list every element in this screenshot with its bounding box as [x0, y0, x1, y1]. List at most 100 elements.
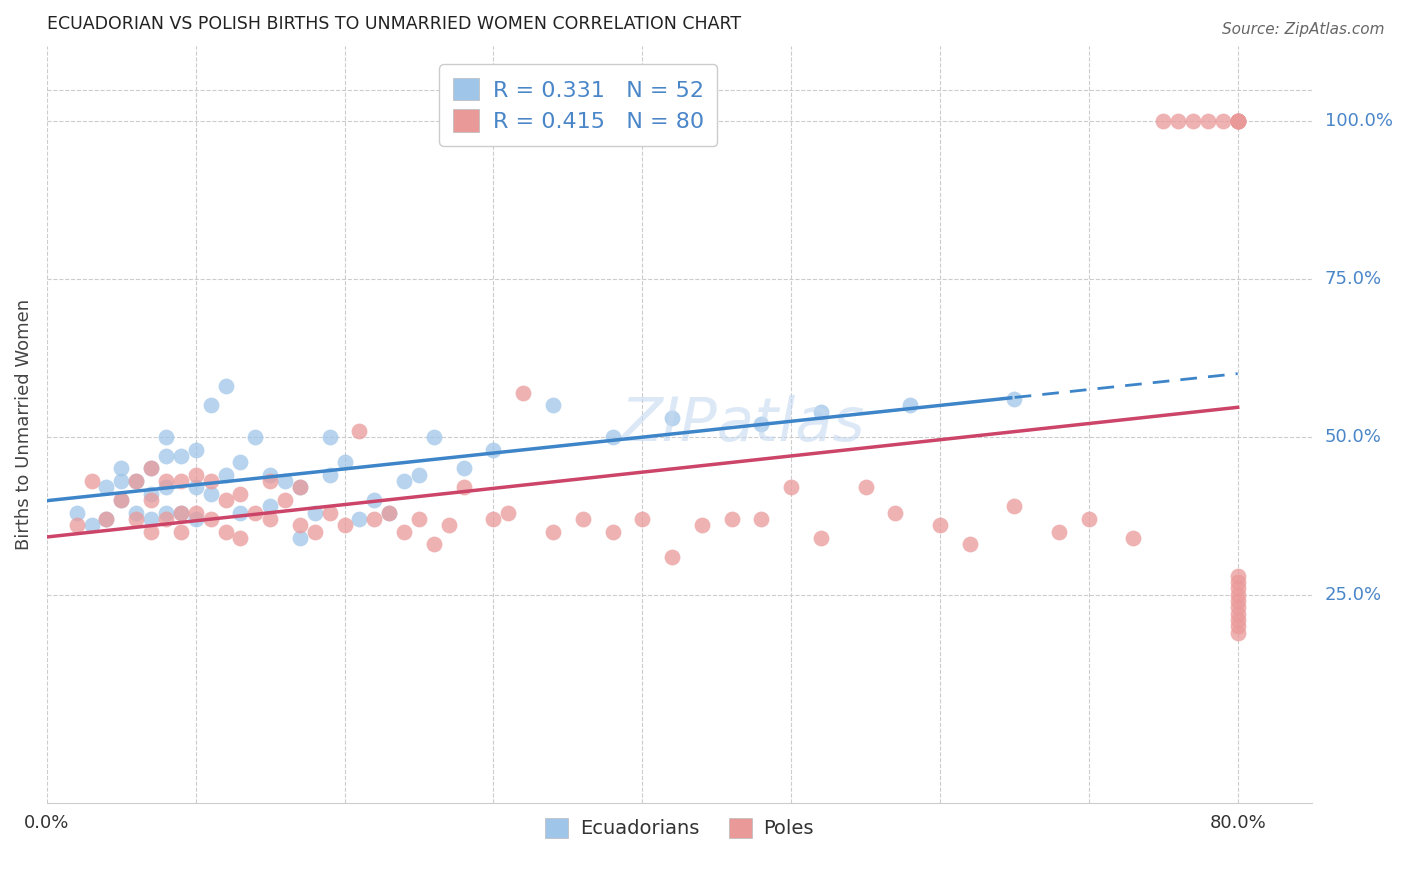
- Point: [229, 531, 252, 545]
- Point: [245, 506, 267, 520]
- Point: [333, 455, 356, 469]
- Point: [363, 512, 385, 526]
- Point: [884, 506, 907, 520]
- Point: [1226, 613, 1249, 627]
- Legend: Ecuadorians, Poles: Ecuadorians, Poles: [537, 810, 821, 847]
- Point: [155, 449, 177, 463]
- Point: [139, 461, 162, 475]
- Point: [304, 524, 326, 539]
- Point: [1226, 575, 1249, 590]
- Point: [602, 430, 624, 444]
- Point: [1226, 582, 1249, 596]
- Point: [139, 512, 162, 526]
- Text: Source: ZipAtlas.com: Source: ZipAtlas.com: [1222, 22, 1385, 37]
- Point: [170, 506, 193, 520]
- Point: [1226, 568, 1249, 582]
- Point: [1226, 114, 1249, 128]
- Point: [1212, 114, 1234, 128]
- Point: [363, 493, 385, 508]
- Point: [200, 487, 222, 501]
- Point: [1226, 600, 1249, 615]
- Point: [288, 531, 311, 545]
- Point: [1226, 619, 1249, 633]
- Point: [1226, 625, 1249, 640]
- Point: [1226, 588, 1249, 602]
- Point: [720, 512, 742, 526]
- Text: ZIPatlas: ZIPatlas: [620, 395, 865, 454]
- Point: [498, 506, 520, 520]
- Point: [139, 493, 162, 508]
- Point: [288, 518, 311, 533]
- Point: [200, 512, 222, 526]
- Point: [349, 512, 371, 526]
- Point: [751, 512, 773, 526]
- Point: [855, 480, 877, 494]
- Point: [541, 398, 564, 412]
- Point: [437, 518, 460, 533]
- Point: [541, 524, 564, 539]
- Text: 25.0%: 25.0%: [1324, 586, 1382, 604]
- Text: 75.0%: 75.0%: [1324, 270, 1382, 288]
- Text: ECUADORIAN VS POLISH BIRTHS TO UNMARRIED WOMEN CORRELATION CHART: ECUADORIAN VS POLISH BIRTHS TO UNMARRIED…: [46, 15, 741, 33]
- Point: [898, 398, 921, 412]
- Point: [170, 474, 193, 488]
- Point: [66, 518, 89, 533]
- Point: [1047, 524, 1070, 539]
- Point: [602, 524, 624, 539]
- Point: [318, 430, 340, 444]
- Point: [96, 512, 118, 526]
- Point: [139, 461, 162, 475]
- Point: [259, 467, 281, 482]
- Point: [1152, 114, 1174, 128]
- Point: [333, 518, 356, 533]
- Point: [155, 480, 177, 494]
- Point: [408, 512, 430, 526]
- Point: [229, 455, 252, 469]
- Point: [1002, 392, 1025, 406]
- Point: [408, 467, 430, 482]
- Point: [929, 518, 952, 533]
- Point: [423, 430, 446, 444]
- Point: [690, 518, 713, 533]
- Point: [184, 480, 207, 494]
- Point: [200, 398, 222, 412]
- Point: [1226, 114, 1249, 128]
- Point: [155, 512, 177, 526]
- Point: [571, 512, 593, 526]
- Point: [155, 430, 177, 444]
- Point: [1226, 607, 1249, 621]
- Point: [274, 474, 297, 488]
- Point: [110, 461, 132, 475]
- Point: [392, 524, 415, 539]
- Point: [96, 480, 118, 494]
- Point: [110, 493, 132, 508]
- Point: [304, 506, 326, 520]
- Point: [125, 512, 148, 526]
- Point: [318, 506, 340, 520]
- Point: [259, 512, 281, 526]
- Point: [170, 449, 193, 463]
- Point: [959, 537, 981, 551]
- Point: [453, 480, 475, 494]
- Point: [1182, 114, 1205, 128]
- Point: [245, 430, 267, 444]
- Point: [214, 493, 236, 508]
- Point: [96, 512, 118, 526]
- Point: [423, 537, 446, 551]
- Point: [66, 506, 89, 520]
- Point: [378, 506, 401, 520]
- Point: [482, 512, 505, 526]
- Text: 50.0%: 50.0%: [1324, 428, 1382, 446]
- Point: [1167, 114, 1189, 128]
- Point: [139, 524, 162, 539]
- Point: [1197, 114, 1219, 128]
- Point: [125, 474, 148, 488]
- Point: [125, 474, 148, 488]
- Point: [139, 487, 162, 501]
- Point: [810, 405, 832, 419]
- Point: [214, 467, 236, 482]
- Point: [1226, 114, 1249, 128]
- Point: [155, 506, 177, 520]
- Point: [1226, 594, 1249, 608]
- Point: [288, 480, 311, 494]
